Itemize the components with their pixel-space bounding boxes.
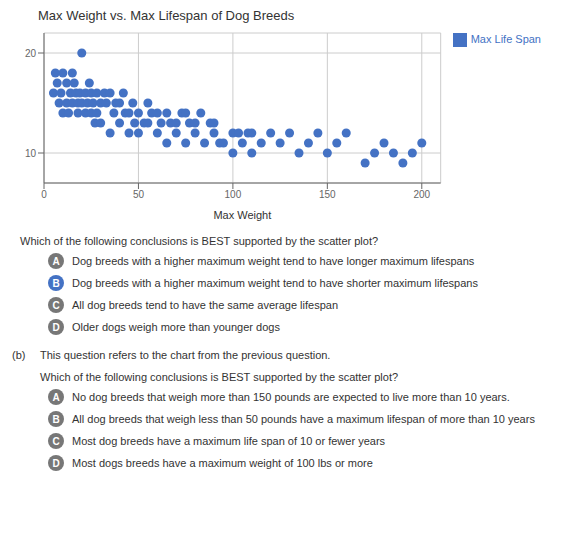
svg-text:20: 20 [25,48,37,59]
svg-text:10: 10 [25,148,37,159]
html-text:Older dogs weigh more than you: Older dogs weigh more than younger dogs [72,321,280,333]
html-text:Most dog breeds have a maximum: Most dog breeds have a maximum life span… [72,435,385,447]
svg-text:0: 0 [41,189,47,200]
html-text:This question refers to the ch: This question refers to the chart from t… [40,349,331,361]
html-text:Max Life Span: Max Life Span [470,33,541,45]
html-text:No dog breeds that weigh more: No dog breeds that weigh more than 150 p… [72,391,510,403]
html-text:D: D [52,457,60,469]
svg-text:100: 100 [225,189,242,200]
html-text:B: B [52,413,60,425]
html-text:Max Weight vs. Max Lifespan of: Max Weight vs. Max Lifespan of Dog Breed… [38,8,295,23]
html-text:Which of the following conclus: Which of the following conclusions is BE… [40,371,399,383]
svg-text:50: 50 [133,189,145,200]
svg-text:200: 200 [413,189,430,200]
html-text:All dog breeds tend to have th: All dog breeds tend to have the same ave… [72,299,338,311]
html-text:C: C [52,435,60,447]
html-text:C: C [52,299,60,311]
svg-text:150: 150 [319,189,336,200]
html-text:A: A [52,391,60,403]
svg-text:Max Weight: Max Weight [213,209,271,221]
html-text:All dog breeds that weigh less: All dog breeds that weigh less than 50 p… [72,413,535,425]
html-text:A: A [52,255,60,267]
html-text:Dog breeds with a higher maxim: Dog breeds with a higher maximum weight … [72,277,478,289]
html-text:(b): (b) [12,349,26,361]
html-text:Dog breeds with a higher maxim: Dog breeds with a higher maximum weight … [72,255,475,267]
html-text:Which of the following conclus: Which of the following conclusions is BE… [20,235,379,247]
html-text:Most dogs breeds have a maximu: Most dogs breeds have a maximum weight o… [72,457,373,469]
html-text:B: B [52,277,60,289]
html-text:D: D [52,321,60,333]
